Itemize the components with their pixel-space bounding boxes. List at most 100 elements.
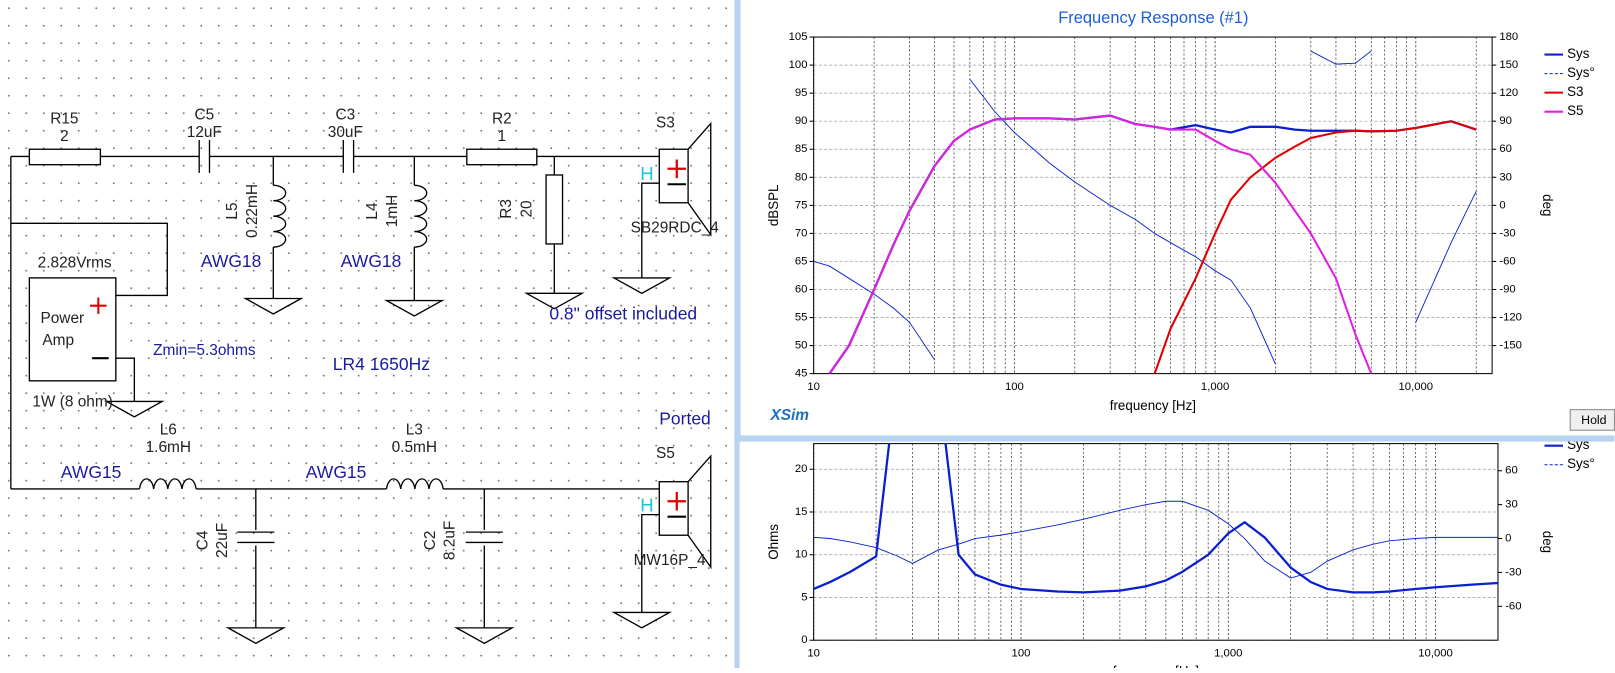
plot-area: [813, 443, 1499, 594]
wire-gap: [343, 153, 354, 160]
speaker-cone: [687, 121, 712, 237]
y-tick-label: 0: [801, 634, 807, 646]
schematic-labels: R15 2 C5 12uF C3 30uF R2 1 S3 SB29RDC_4 …: [32, 106, 719, 569]
y2-tick-label: 60: [1499, 143, 1512, 155]
y-tick-label: 45: [795, 368, 808, 380]
label: AWG15: [306, 462, 367, 482]
y2-tick-label: 0: [1499, 199, 1505, 211]
button-label[interactable]: Hold: [1581, 413, 1607, 427]
label: L5: [224, 202, 241, 219]
label: C4: [194, 530, 211, 550]
y2-tick-label: -150: [1499, 340, 1522, 352]
y2-tick-label: 0: [1505, 533, 1511, 545]
y-tick-label: 10: [795, 549, 808, 561]
window-border: [734, 0, 741, 443]
y-tick-label: 70: [795, 227, 808, 239]
polarity: H: [640, 494, 653, 515]
y-tick-label: 75: [795, 199, 808, 211]
ground: [611, 611, 673, 629]
y-tick-label: 90: [795, 115, 808, 127]
y2-tick-label: -60: [1505, 600, 1521, 612]
legend-label: Sys°: [1567, 456, 1595, 471]
plot-frame: [813, 36, 1493, 375]
label: 30uF: [328, 124, 363, 141]
x-tick-label: 10,000: [1418, 648, 1453, 660]
wire: [641, 182, 660, 278]
x-tick-label: 100: [1005, 381, 1024, 393]
button-frame[interactable]: [1569, 409, 1615, 431]
label: S3: [656, 115, 675, 132]
y2-tick-label: 150: [1499, 59, 1518, 71]
y-axis-label: dBSPL: [766, 185, 781, 227]
ground: [453, 627, 515, 645]
y-tick-label: 95: [795, 87, 808, 99]
label: 2.828Vrms: [38, 255, 112, 272]
label: 0.22mH: [244, 184, 261, 238]
label: C3: [335, 106, 355, 123]
x-tick-label: 10,000: [1398, 381, 1433, 393]
plus-sign: [90, 297, 107, 314]
y2-tick-label: 90: [1499, 115, 1512, 127]
schematic-grid: [0, 0, 735, 668]
x-tick-label: 100: [1012, 648, 1031, 660]
y2-tick-label: -120: [1499, 312, 1522, 324]
series-line: [813, 443, 1499, 594]
legend-label: Sys: [1567, 46, 1590, 61]
label: 1W (8 ohm): [32, 394, 113, 411]
chart-title: Frequency Response (#1): [1058, 9, 1248, 27]
label: R2: [492, 110, 512, 127]
ground: [225, 627, 287, 645]
speaker-magnet: [658, 148, 689, 204]
resistor: [545, 174, 564, 245]
y-tick-label: 50: [795, 340, 808, 352]
label: 2: [60, 128, 69, 145]
y2-tick-label: 60: [1505, 465, 1518, 477]
series-line: [813, 500, 1498, 579]
y2-tick-label: -30: [1505, 566, 1521, 578]
legend-label: Sys°: [1567, 65, 1595, 80]
label: L4: [364, 202, 381, 220]
label: C5: [194, 106, 214, 123]
y-tick-label: 80: [795, 171, 808, 183]
label: C2: [422, 531, 439, 551]
label: Amp: [42, 332, 74, 349]
ground: [383, 299, 445, 317]
label: Zmin=5.3ohms: [153, 342, 256, 359]
frequency-response-chart: Frequency Response (#1) 10 100 1,000 10,000 4…: [766, 9, 1595, 413]
y-tick-label: 105: [789, 31, 808, 43]
label: R15: [50, 110, 78, 127]
label: 12uF: [187, 124, 222, 141]
series-line: [813, 50, 1477, 365]
label: L3: [406, 421, 423, 438]
label: 0.5mH: [392, 439, 437, 456]
label: 8.2uF: [441, 521, 458, 560]
label: MW16P_4: [634, 552, 706, 569]
label: 20: [519, 200, 536, 217]
series-line: [828, 114, 1373, 374]
label: LR4 1650Hz: [333, 354, 430, 374]
x-tick-label: 1,000: [1214, 648, 1242, 660]
x-tick-label: 10: [807, 381, 820, 393]
label: 1: [498, 128, 507, 145]
hold-button[interactable]: Hold: [1569, 409, 1615, 431]
label: S5: [656, 445, 675, 462]
label: Power: [40, 310, 84, 327]
inductor: [414, 184, 428, 248]
inductor: [138, 478, 197, 489]
wire: [115, 357, 136, 402]
speaker-cone: [687, 454, 712, 570]
resistor: [28, 148, 102, 166]
y-tick-label: 5: [801, 591, 807, 603]
label: SB29RDC_4: [631, 220, 720, 237]
plus-sign: [667, 159, 687, 179]
y-axis-label: Ohms: [766, 524, 781, 560]
label: R3: [498, 199, 515, 219]
ground: [611, 277, 673, 295]
frequency-response-window: [734, 0, 1615, 441]
polarity: H: [640, 163, 653, 184]
x-axis-label: frequency [Hz]: [1113, 664, 1199, 668]
y-tick-label: 55: [795, 312, 808, 324]
x-axis-label: frequency [Hz]: [1110, 398, 1196, 413]
